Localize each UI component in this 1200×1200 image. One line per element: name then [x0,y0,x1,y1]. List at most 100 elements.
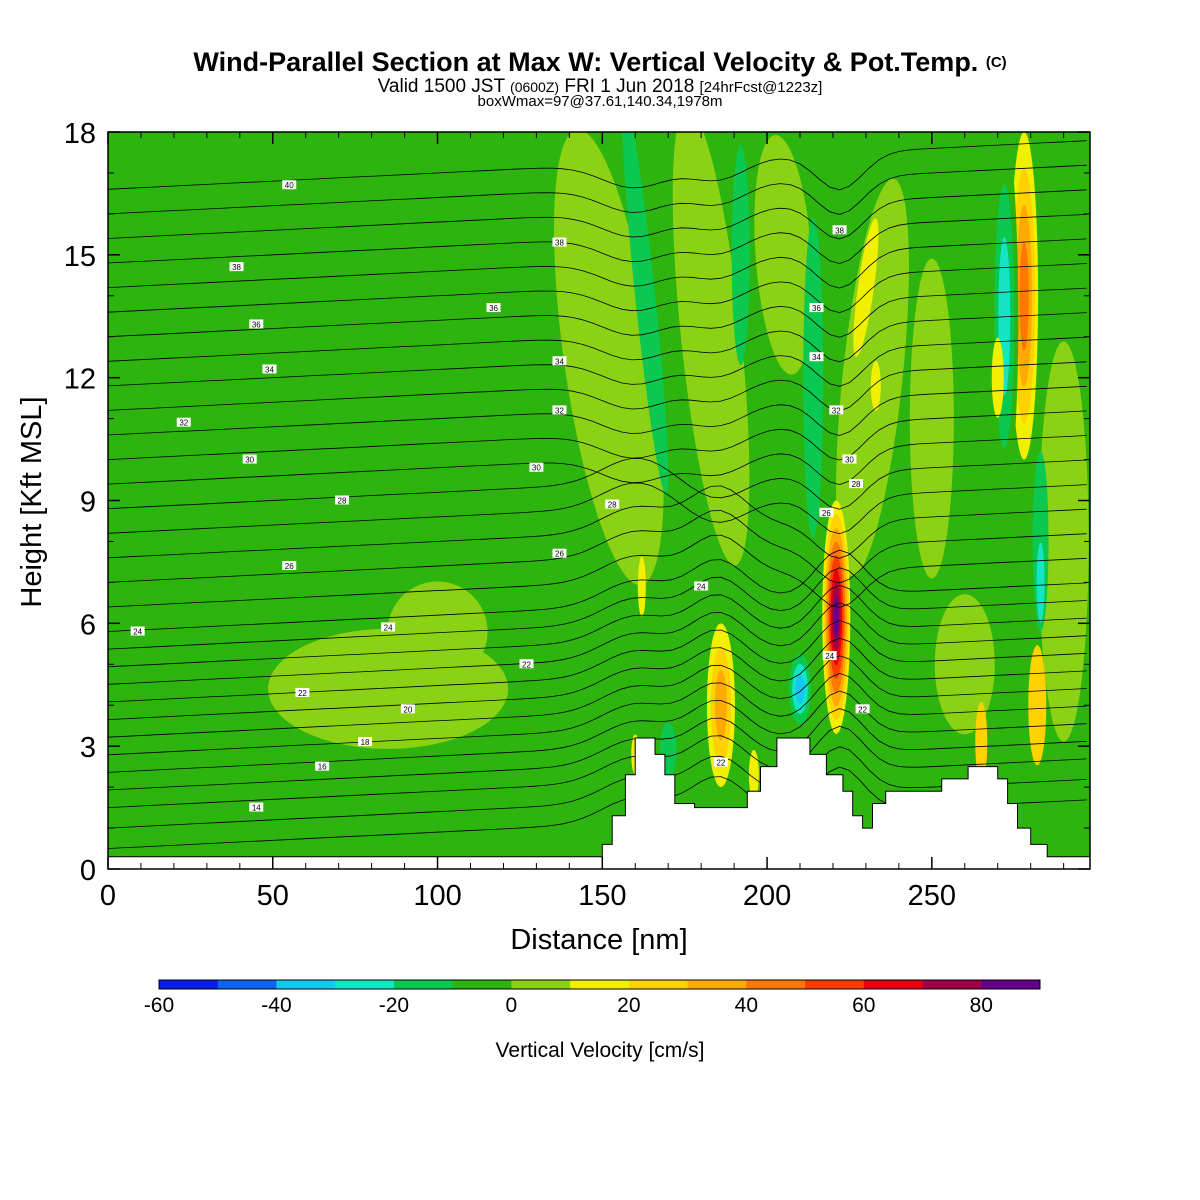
contour-label: 30 [242,454,257,465]
colorbar-tick-label: -20 [379,994,409,1017]
contour-label: 24 [381,622,396,632]
contour-label-text: 32 [179,419,188,428]
subtitle-forecast: [24hrFcst@1223z] [700,79,823,96]
colorbar-swatch [570,980,630,989]
y-tick-label: 3 [80,732,96,764]
chart-title: Wind-Parallel Section at Max W: Vertical… [193,47,1006,77]
updraft-282-low [1028,645,1047,766]
potential-temperature-contours [108,140,1087,849]
contour-label-box [552,356,567,366]
contour-label-box [229,262,244,272]
contour-label: 24 [130,626,145,637]
contour-label-text: 32 [832,406,841,415]
updraft-162 [637,556,646,617]
colorbar-swatch [452,980,512,989]
isentrope-23 [108,567,1087,650]
chart-subtitle: Valid 1500 JST (0600Z) FRI 1 Jun 2018 [2… [378,76,823,97]
colorbar-tick-label: -40 [261,994,291,1017]
x-tick-label: 50 [257,880,289,912]
updraft-196 [748,749,759,800]
contour-label: 40 [282,180,297,190]
contour-label-box [552,405,567,415]
colorbar-swatch [393,980,454,989]
contour-label: 30 [842,454,857,465]
isentrope-22 [108,584,1087,668]
contour-label-text: 36 [812,304,821,313]
weak-updraft-270 [991,337,1004,418]
chart-title-mark: (C) [986,54,1007,71]
contour-label-text: 38 [555,239,564,248]
contour-label: 38 [552,237,567,248]
contour-label-text: 30 [245,456,254,465]
isentrope-28 [108,482,1087,535]
colorbar-tick-label: 80 [970,994,993,1017]
contour-label: 22 [519,659,534,669]
contour-label-box [809,303,824,313]
contour-label: 22 [713,757,728,768]
contour-label: 34 [262,364,277,374]
contour-label: 36 [809,303,824,313]
contour-label: 28 [334,495,349,506]
updraft-185-level [714,670,727,741]
contour-label-box [819,507,834,517]
subtitle-utc: (0600Z) [510,79,559,95]
y-tick-label: 0 [80,855,96,887]
contour-label: 36 [249,319,264,329]
contour-label-text: 28 [852,480,861,489]
contour-label-text: 34 [812,353,821,362]
isentrope-34 [108,336,1087,387]
contour-label-text: 28 [338,497,347,506]
contour-label: 30 [529,462,544,473]
contour-label-box [400,704,415,714]
contour-label: 28 [605,499,620,510]
contour-label-box [262,364,277,374]
isentrope-30 [108,435,1087,486]
contour-label-box [242,454,257,464]
contour-label-box [358,737,373,747]
x-tick-label: 250 [908,880,956,912]
contour-label-box [552,237,567,247]
contour-label: 16 [315,761,330,772]
weak-ascent-plume-150 [554,132,664,586]
weak-ascent-low-260 [934,594,995,735]
contour-label-text: 22 [522,660,531,669]
isentrope-42 [108,140,1087,191]
colorbar-tick-label: 20 [617,994,640,1017]
contour-label-box [829,405,844,415]
colorbar-swatch [276,980,336,989]
weak-updraft-231 [853,218,879,357]
colorbar-swatch [511,980,571,989]
contour-label: 26 [552,548,567,559]
contour-label-box [822,651,837,661]
weak-ascent-plume-183 [672,132,750,566]
updraft-east-level [1019,241,1029,351]
contour-label: 24 [694,581,709,591]
contour-label: 38 [229,262,244,272]
isentrope-31 [108,410,1087,461]
colorbar-swatch [981,980,1041,989]
contour-label-text: 36 [489,304,498,313]
contour-label: 34 [809,352,824,362]
x-axis-label: Distance [nm] [510,924,687,956]
colorbar-swatch [335,980,395,989]
contour-label-box [842,454,857,464]
x-tick-label: 150 [578,880,626,912]
isentrope-41 [108,164,1087,215]
isentrope-17 [108,672,1087,756]
contour-label-box [486,303,501,313]
contour-label-text: 34 [555,357,564,366]
isentrope-39 [108,214,1087,264]
weak-updraft-233 [870,360,881,411]
subtitle-date: FRI 1 Jun 2018 [564,76,694,97]
contour-label: 22 [295,687,310,698]
contour-label-text: 22 [298,689,307,698]
contour-label-box [713,757,728,767]
contour-label-box [315,761,330,771]
contour-label: 38 [832,225,847,235]
contour-label: 26 [819,507,834,518]
contour-label-box [832,225,847,235]
colorbar-swatch [217,980,277,989]
colorbar-swatch [687,980,747,989]
isentrope-33 [108,361,1087,412]
isentrope-27 [108,485,1087,559]
